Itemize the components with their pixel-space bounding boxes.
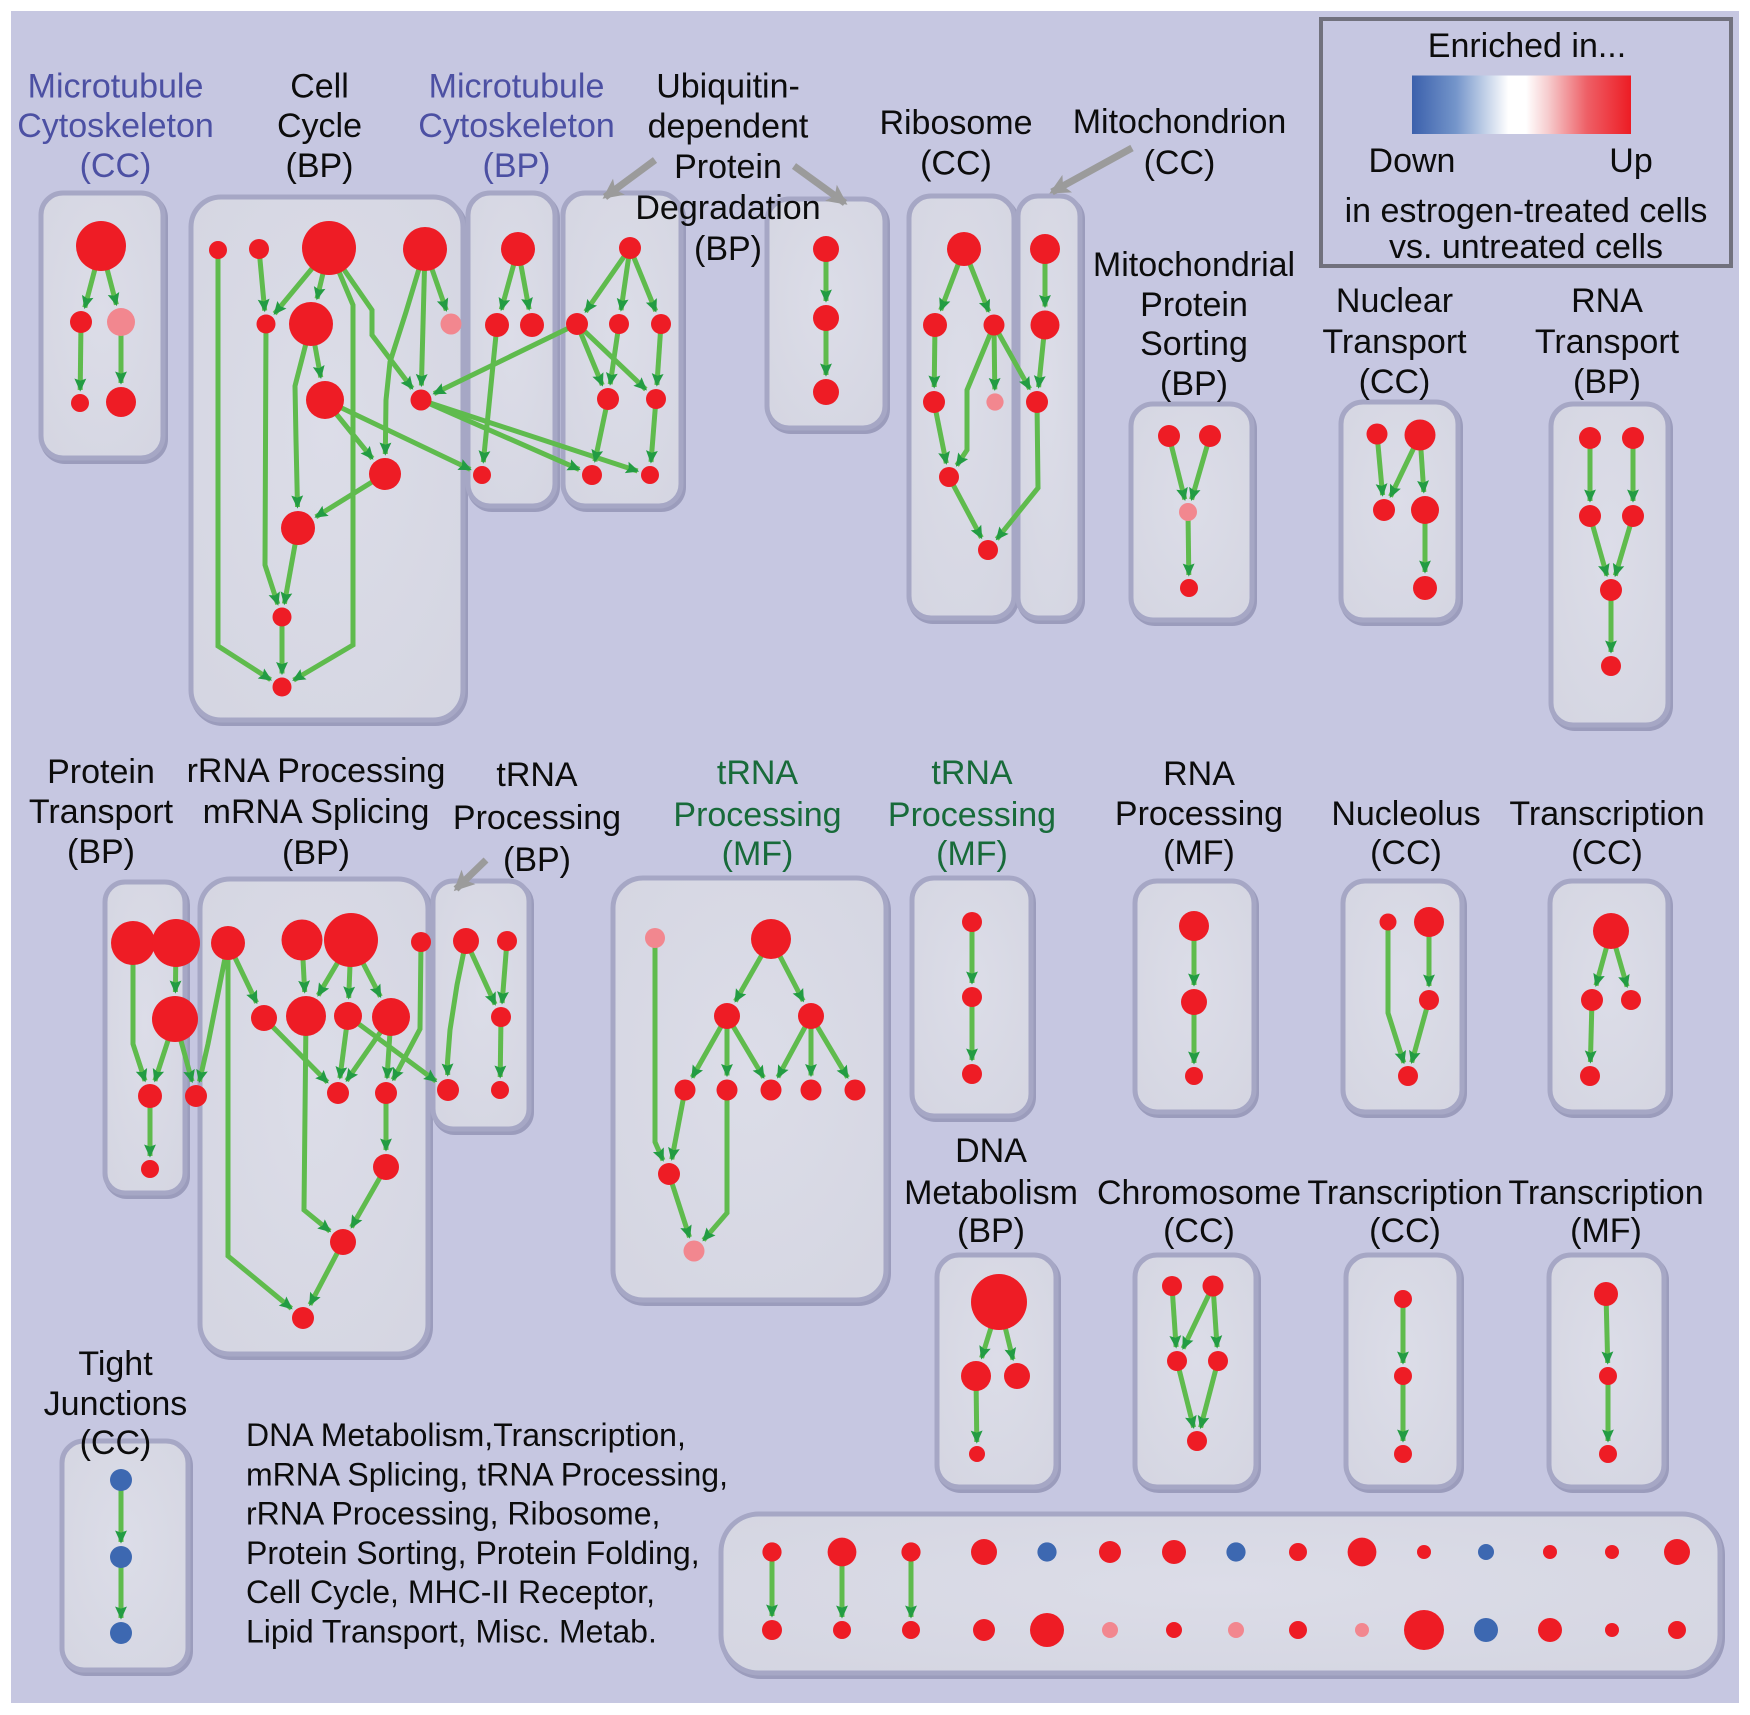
svg-text:Transport: Transport [1535, 323, 1680, 361]
svg-text:(CC): (CC) [80, 147, 152, 185]
svg-text:(CC): (CC) [1370, 834, 1442, 872]
svg-text:Metabolism: Metabolism [904, 1174, 1078, 1212]
svg-text:RNA: RNA [1571, 282, 1643, 320]
svg-text:DNA: DNA [955, 1132, 1027, 1170]
svg-text:Transport: Transport [29, 793, 174, 831]
svg-text:(CC): (CC) [920, 144, 992, 182]
svg-text:(BP): (BP) [957, 1212, 1025, 1250]
svg-text:in estrogen-treated cells: in estrogen-treated cells [1345, 192, 1708, 230]
svg-text:Lipid Transport, Misc. Metab.: Lipid Transport, Misc. Metab. [246, 1613, 657, 1649]
svg-text:(BP): (BP) [1573, 363, 1641, 401]
svg-text:tRNA: tRNA [931, 754, 1013, 792]
svg-text:(BP): (BP) [503, 841, 571, 879]
svg-text:Processing: Processing [453, 799, 621, 837]
svg-text:Transport: Transport [1322, 323, 1467, 361]
svg-text:(CC): (CC) [1359, 363, 1431, 401]
svg-text:Transcription: Transcription [1307, 1174, 1502, 1212]
svg-text:(CC): (CC) [1144, 144, 1216, 182]
svg-text:Protein: Protein [47, 753, 155, 791]
svg-text:Protein: Protein [1140, 286, 1248, 324]
svg-text:(BP): (BP) [483, 147, 551, 185]
svg-text:DNA Metabolism,Transcription,: DNA Metabolism,Transcription, [246, 1417, 686, 1453]
svg-text:Microtubule: Microtubule [429, 67, 605, 105]
svg-text:Tight: Tight [78, 1345, 153, 1383]
svg-text:(BP): (BP) [694, 230, 762, 268]
svg-text:Nucleolus: Nucleolus [1331, 795, 1480, 833]
svg-text:tRNA: tRNA [496, 756, 578, 794]
svg-text:mRNA Splicing: mRNA Splicing [203, 793, 430, 831]
svg-text:Protein Sorting, Protein Foldi: Protein Sorting, Protein Folding, [246, 1535, 700, 1571]
svg-text:(MF): (MF) [1163, 834, 1235, 872]
svg-text:(BP): (BP) [286, 147, 354, 185]
svg-text:Microtubule: Microtubule [28, 67, 204, 105]
svg-text:Ribosome: Ribosome [879, 104, 1032, 142]
svg-text:(CC): (CC) [1571, 834, 1643, 872]
svg-text:Degradation: Degradation [635, 189, 820, 227]
svg-text:(MF): (MF) [722, 835, 794, 873]
svg-text:vs. untreated cells: vs. untreated cells [1389, 228, 1663, 266]
svg-text:(BP): (BP) [67, 833, 135, 871]
svg-text:(CC): (CC) [80, 1424, 152, 1462]
svg-text:mRNA Splicing, tRNA Processing: mRNA Splicing, tRNA Processing, [246, 1456, 728, 1492]
svg-text:rRNA Processing, Ribosome,: rRNA Processing, Ribosome, [246, 1496, 660, 1532]
svg-text:Mitochondrion: Mitochondrion [1073, 103, 1287, 141]
svg-text:Transcription: Transcription [1509, 795, 1704, 833]
svg-text:Mitochondrial: Mitochondrial [1093, 246, 1295, 284]
svg-text:(CC): (CC) [1369, 1212, 1441, 1250]
svg-text:Protein: Protein [674, 148, 782, 186]
svg-text:(BP): (BP) [282, 834, 350, 872]
svg-text:(BP): (BP) [1160, 365, 1228, 403]
svg-text:Cell Cycle, MHC-II Receptor,: Cell Cycle, MHC-II Receptor, [246, 1574, 655, 1610]
svg-text:Enriched in...: Enriched in... [1428, 27, 1626, 65]
svg-text:Nuclear: Nuclear [1336, 282, 1453, 320]
svg-text:RNA: RNA [1163, 755, 1235, 793]
svg-text:Chromosome: Chromosome [1097, 1174, 1301, 1212]
svg-text:Up: Up [1609, 142, 1652, 180]
svg-text:Processing: Processing [1115, 795, 1283, 833]
svg-text:Cell: Cell [290, 67, 349, 105]
svg-text:(CC): (CC) [1163, 1212, 1235, 1250]
svg-text:(MF): (MF) [1570, 1212, 1642, 1250]
svg-text:dependent: dependent [648, 107, 809, 145]
svg-text:Junctions: Junctions [44, 1385, 188, 1423]
svg-text:Cytoskeleton: Cytoskeleton [17, 107, 214, 145]
svg-text:Processing: Processing [673, 796, 841, 834]
svg-text:Sorting: Sorting [1140, 325, 1248, 363]
svg-text:Cytoskeleton: Cytoskeleton [418, 107, 615, 145]
svg-text:Transcription: Transcription [1508, 1174, 1703, 1212]
svg-text:Cycle: Cycle [277, 107, 362, 145]
svg-text:rRNA Processing: rRNA Processing [187, 752, 446, 790]
svg-text:(MF): (MF) [936, 835, 1008, 873]
svg-text:Down: Down [1369, 142, 1456, 180]
svg-text:Ubiquitin-: Ubiquitin- [656, 67, 800, 105]
svg-text:tRNA: tRNA [717, 754, 799, 792]
svg-text:Processing: Processing [888, 796, 1056, 834]
